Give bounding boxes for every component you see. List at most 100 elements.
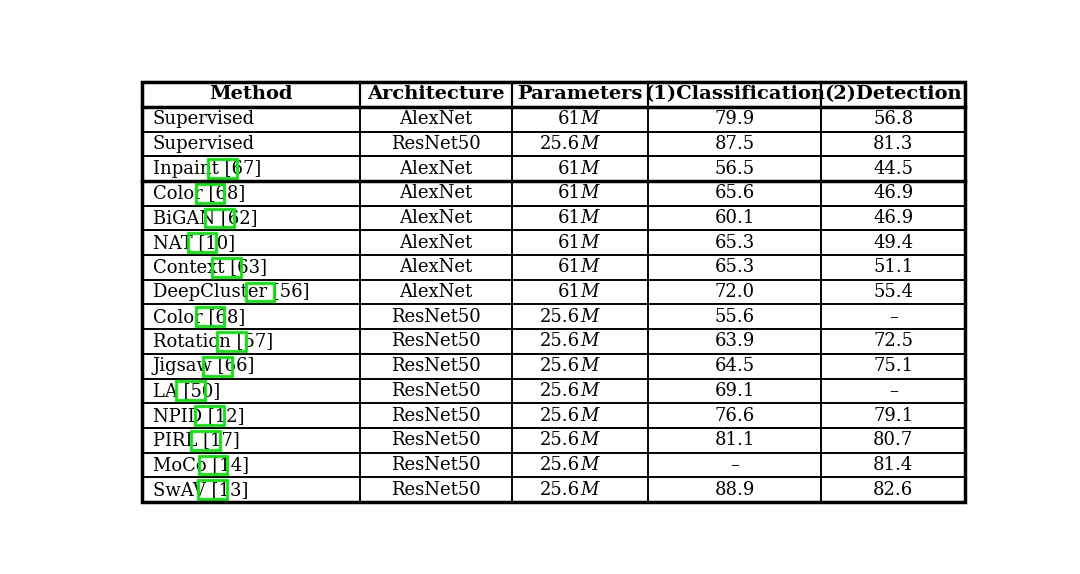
Text: 81.4: 81.4 [873,456,914,474]
Text: 46.9: 46.9 [873,209,914,227]
Text: M: M [580,110,598,128]
Text: 60.1: 60.1 [715,209,755,227]
Bar [360,82,512,107]
Bar [648,131,821,156]
Bar [821,107,966,131]
Bar [360,156,512,181]
Bar [648,378,821,403]
Text: 25.6: 25.6 [540,406,580,425]
Text: Jigsaw [66]: Jigsaw [66] [152,357,255,375]
Bar [648,453,821,478]
Bar [512,403,648,428]
Bar [360,403,512,428]
Text: Rotation [57]: Rotation [57] [152,332,273,351]
Text: M: M [580,357,598,375]
Bar [821,280,966,304]
Text: Supervised: Supervised [152,110,255,128]
Bar [141,428,360,453]
Text: MoCo [14]: MoCo [14] [152,456,248,474]
Bar [141,478,360,502]
Bar [360,354,512,378]
Text: 61: 61 [557,258,580,277]
Bar [141,156,360,181]
Bar [141,205,360,230]
Text: Architecture: Architecture [367,86,504,103]
Bar [512,82,648,107]
Bar [141,329,360,354]
Text: 61: 61 [557,160,580,177]
Bar [141,255,360,280]
Text: PIRL [17]: PIRL [17] [152,431,240,449]
Text: (2)Detection: (2)Detection [824,86,962,103]
Bar [512,156,648,181]
Text: M: M [580,332,598,351]
Bar [821,403,966,428]
Bar [195,184,225,203]
Bar [141,280,360,304]
Text: 56.5: 56.5 [715,160,755,177]
Text: 87.5: 87.5 [715,135,755,153]
Bar [205,208,233,227]
Text: 56.8: 56.8 [873,110,914,128]
Bar [821,478,966,502]
Text: Method: Method [210,86,293,103]
Text: AlexNet: AlexNet [400,184,473,202]
Bar [195,308,225,326]
Text: 25.6: 25.6 [540,332,580,351]
Bar [208,159,237,178]
Bar [648,304,821,329]
Text: M: M [580,308,598,326]
Bar [821,156,966,181]
Bar [360,428,512,453]
Bar [360,230,512,255]
Bar [141,354,360,378]
Bar [141,453,360,478]
Text: 88.9: 88.9 [715,480,755,499]
Text: M: M [580,234,598,251]
Text: 72.5: 72.5 [874,332,914,351]
Bar [141,82,360,107]
Text: ResNet50: ResNet50 [391,357,481,375]
Bar [141,403,360,428]
Text: 69.1: 69.1 [715,382,755,400]
Bar [245,282,274,301]
Bar [821,131,966,156]
Text: 61: 61 [557,184,580,202]
Bar [199,456,227,474]
Bar [217,332,246,351]
Text: 76.6: 76.6 [715,406,755,425]
Text: –: – [730,456,739,474]
Bar [648,82,821,107]
Text: –: – [889,382,897,400]
Text: SwAV [13]: SwAV [13] [152,480,248,499]
Text: 65.6: 65.6 [715,184,755,202]
Bar [512,428,648,453]
Text: Context [63]: Context [63] [152,258,267,277]
Text: 82.6: 82.6 [873,480,914,499]
Bar [141,378,360,403]
Text: 25.6: 25.6 [540,382,580,400]
Text: M: M [580,283,598,301]
Bar [512,255,648,280]
Text: LA [50]: LA [50] [152,382,220,400]
Bar [821,378,966,403]
Text: ResNet50: ResNet50 [391,480,481,499]
Bar [512,131,648,156]
Text: Inpaint [67]: Inpaint [67] [152,160,261,177]
Text: ResNet50: ResNet50 [391,332,481,351]
Bar [512,280,648,304]
Text: M: M [580,135,598,153]
Bar [512,378,648,403]
Bar [141,230,360,255]
Text: (1)Classification: (1)Classification [644,86,825,103]
Bar [360,107,512,131]
Bar [821,453,966,478]
Text: M: M [580,431,598,449]
Text: 49.4: 49.4 [873,234,914,251]
Text: ResNet50: ResNet50 [391,308,481,326]
Bar [360,255,512,280]
Text: 63.9: 63.9 [715,332,755,351]
Bar [188,233,216,252]
Text: 65.3: 65.3 [715,234,755,251]
Text: 65.3: 65.3 [715,258,755,277]
